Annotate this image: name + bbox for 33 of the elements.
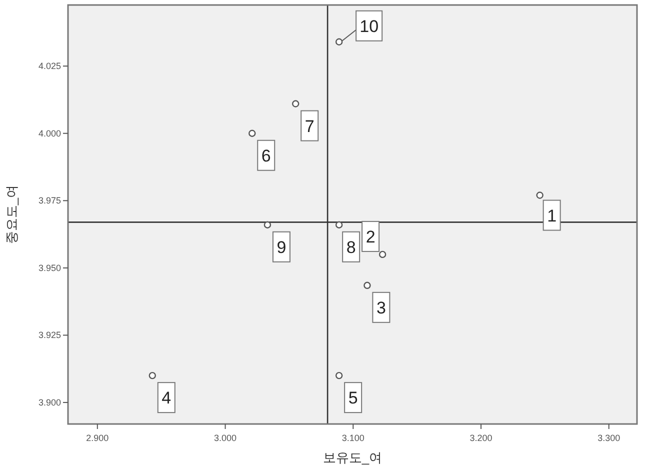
annotation: 8 <box>346 238 356 257</box>
annotation: 3 <box>376 298 386 318</box>
x-tick-label: 3.000 <box>214 433 237 443</box>
point <box>148 372 156 380</box>
annotation: 5 <box>348 388 358 408</box>
y-tick-label: 3.975 <box>38 196 61 206</box>
annotation: 2 <box>366 227 376 246</box>
y-tick-label: 4.025 <box>38 61 61 72</box>
x-axis-title: 보유도_여 <box>322 450 382 465</box>
point <box>248 130 256 137</box>
y-axis-title: 중요도_여 <box>4 184 19 244</box>
annotation: 10 <box>360 16 379 36</box>
point <box>264 221 272 228</box>
annotation: 1 <box>547 206 557 226</box>
point <box>292 100 300 108</box>
point <box>335 221 343 228</box>
point <box>536 192 544 199</box>
y-tick-label: 3.950 <box>38 262 61 273</box>
annotation: 9 <box>276 238 286 257</box>
point <box>378 250 386 258</box>
x-tick-label: 3.300 <box>598 433 620 443</box>
annotation: 4 <box>162 388 172 408</box>
point <box>335 38 343 46</box>
annotation: 7 <box>304 116 314 136</box>
x-tick-label: 2.900 <box>86 433 109 443</box>
y-tick-label: 3.925 <box>38 330 61 340</box>
point <box>364 282 371 290</box>
y-tick-label: 3.900 <box>38 397 61 408</box>
point <box>335 372 343 380</box>
x-tick-label: 3.100 <box>342 433 364 443</box>
x-tick-label: 3.200 <box>470 433 492 443</box>
y-tick-label: 4.000 <box>38 128 61 138</box>
annotation: 6 <box>261 146 271 166</box>
